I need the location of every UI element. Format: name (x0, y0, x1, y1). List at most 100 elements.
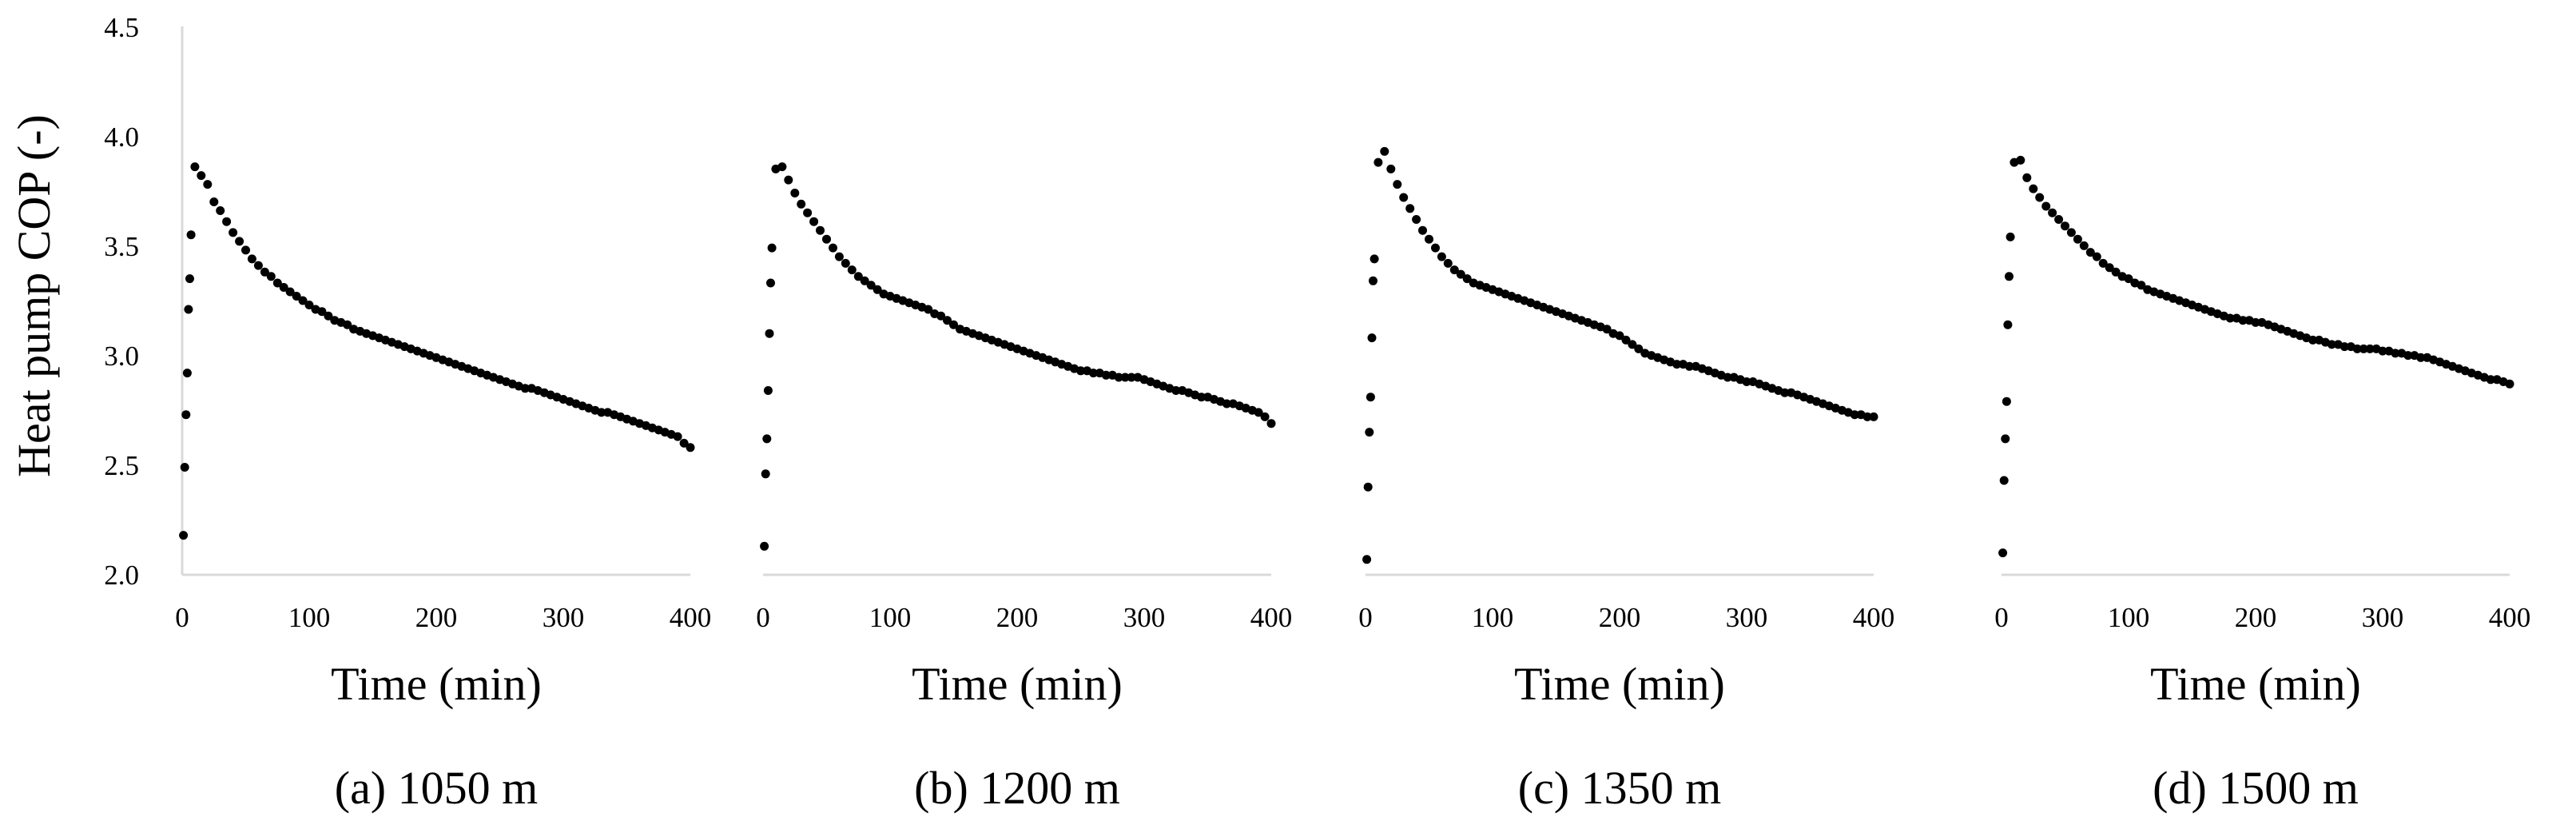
data-point (1850, 410, 1859, 420)
data-point (2035, 193, 2045, 202)
data-point (767, 243, 777, 253)
data-point (520, 384, 530, 393)
data-point (2416, 353, 2426, 362)
data-point (809, 217, 819, 226)
data-point (1260, 412, 1270, 421)
data-point (2251, 317, 2260, 327)
data-point (1999, 476, 2009, 485)
data-point (2486, 375, 2495, 385)
data-point (2111, 267, 2121, 277)
data-point (2066, 228, 2076, 237)
data-point (1634, 344, 1644, 353)
data-point (841, 258, 850, 268)
x-tick-label: 0 (175, 602, 189, 633)
panel-caption: (a) 1050 m (335, 762, 539, 814)
data-points (179, 162, 695, 540)
data-point (2048, 208, 2057, 217)
data-point (777, 162, 787, 172)
data-point (1672, 360, 1682, 369)
data-point (860, 276, 869, 285)
data-point (1443, 258, 1453, 268)
data-point (1621, 335, 1631, 345)
y-tick-label: 3.0 (104, 341, 139, 372)
data-point (235, 237, 244, 246)
data-point (2339, 342, 2349, 352)
data-point (2352, 344, 2362, 353)
data-point (679, 438, 689, 448)
data-point (229, 228, 238, 237)
data-point (2022, 173, 2032, 182)
data-point (253, 261, 263, 270)
chart-panel-1: 0 100 200 300 400 Time (min) (a) 1050 m (175, 26, 711, 814)
data-point (1365, 428, 1374, 437)
data-point (2137, 281, 2146, 290)
data-point (2002, 397, 2011, 406)
data-point (298, 296, 308, 305)
data-point (1369, 254, 1379, 264)
data-point (1120, 373, 1130, 382)
data-point (1425, 234, 1433, 244)
y-axis-label: Heat pump COP (-) (8, 114, 60, 477)
data-point (766, 278, 775, 288)
data-point (761, 469, 770, 479)
x-tick-label: 200 (415, 602, 458, 633)
data-point (803, 208, 813, 217)
y-tick-label: 2.0 (104, 560, 139, 591)
data-point (1462, 274, 1472, 284)
data-point (797, 199, 806, 209)
data-point (2005, 272, 2013, 281)
data-point (760, 541, 769, 551)
chart-panel-2: 0 100 200 300 400 Time (min) (b) 1200 m (756, 162, 1292, 814)
data-point (1615, 331, 1624, 341)
data-point (317, 307, 327, 317)
data-point (197, 171, 206, 181)
data-point (181, 410, 191, 420)
data-point (2006, 232, 2015, 241)
data-points (1362, 146, 1878, 564)
data-point (1780, 388, 1790, 397)
data-point (949, 320, 958, 329)
data-point (1998, 548, 2008, 558)
data-point (272, 278, 282, 288)
data-point (822, 234, 831, 244)
data-point (285, 287, 295, 297)
panel-caption: (b) 1200 m (914, 762, 1120, 814)
data-point (1369, 276, 1377, 285)
y-tick-label: 4.0 (104, 122, 139, 153)
panel-caption: (d) 1500 m (2153, 762, 2359, 814)
data-point (2073, 234, 2082, 244)
data-point (1684, 361, 1694, 371)
data-point (179, 531, 189, 540)
data-point (2001, 434, 2010, 444)
data-point (1088, 369, 1098, 378)
x-tick-label: 0 (1358, 602, 1373, 633)
data-point (2079, 241, 2089, 250)
data-point (1222, 399, 1231, 409)
x-tick-label: 0 (1994, 602, 2009, 633)
data-point (1869, 412, 1878, 421)
data-point (2365, 344, 2375, 353)
data-point (936, 311, 946, 321)
data-point (266, 272, 276, 281)
data-point (1437, 252, 1446, 261)
data-point (2054, 215, 2064, 224)
data-point (1386, 164, 1396, 173)
data-point (1266, 419, 1276, 428)
data-point (1723, 373, 1732, 382)
data-point (2124, 274, 2133, 284)
data-point (1076, 366, 1085, 376)
data-point (304, 301, 314, 309)
x-tick-label: 100 (1472, 602, 1514, 633)
data-point (1742, 377, 1751, 386)
data-point (2092, 252, 2101, 261)
data-point (2505, 379, 2514, 389)
x-tick-label: 300 (543, 602, 585, 633)
data-point (1380, 146, 1389, 156)
data-point (2085, 248, 2095, 257)
data-point (343, 320, 352, 329)
data-point (1366, 393, 1375, 402)
x-tick-label: 300 (1726, 602, 1768, 633)
data-point (279, 283, 288, 292)
data-point (2003, 320, 2013, 329)
x-tick-label: 400 (2489, 602, 2531, 633)
